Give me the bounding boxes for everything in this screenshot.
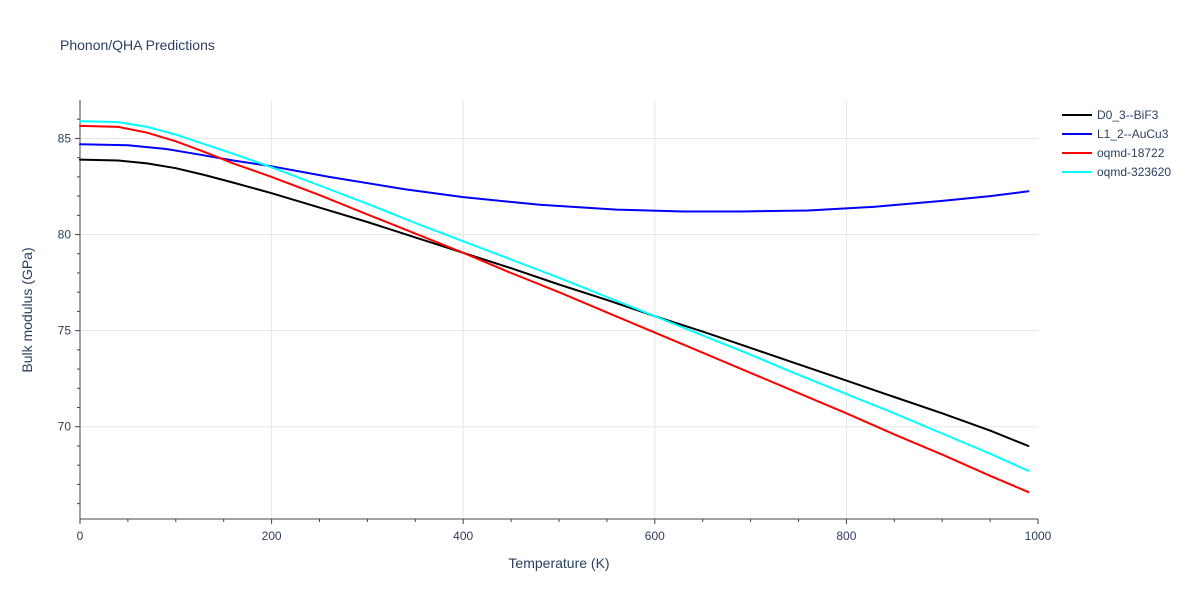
axes <box>75 100 1039 524</box>
y-tick-label: 80 <box>58 228 72 242</box>
series-line-oqmd-18722 <box>79 124 1030 494</box>
legend: D0_3--BiF3 L1_2--AuCu3 oqmd-18722 oqmd-3236… <box>1062 108 1171 179</box>
x-tick-label: 800 <box>836 529 856 543</box>
x-tick-label: 400 <box>453 529 473 543</box>
x-tick-labels: 0 200 400 600 800 1000 <box>77 529 1052 543</box>
series-line-oqmd-323620 <box>79 120 1030 472</box>
y-tick-labels: 70 75 80 85 <box>58 131 72 433</box>
y-tick-label: 70 <box>58 420 72 434</box>
legend-label: D0_3--BiF3 <box>1097 108 1159 122</box>
x-tick-label: 600 <box>645 529 665 543</box>
chart-title: Phonon/QHA Predictions <box>60 37 215 53</box>
series-line-D0_3--BiF3 <box>79 158 1030 447</box>
gridlines <box>80 100 1038 519</box>
legend-label: oqmd-323620 <box>1097 165 1171 179</box>
y-tick-label: 75 <box>58 324 72 338</box>
y-tick-label: 85 <box>58 131 72 145</box>
x-axis-title: Temperature (K) <box>508 555 609 571</box>
x-tick-label: 200 <box>262 529 282 543</box>
x-tick-label: 1000 <box>1025 529 1052 543</box>
series-line-L1_2--AuCu3 <box>79 143 1030 213</box>
x-tick-label: 0 <box>77 529 84 543</box>
series-group <box>79 120 1030 494</box>
y-axis-title: Bulk modulus (GPa) <box>19 247 35 372</box>
legend-label: oqmd-18722 <box>1097 146 1165 160</box>
legend-label: L1_2--AuCu3 <box>1097 127 1169 141</box>
